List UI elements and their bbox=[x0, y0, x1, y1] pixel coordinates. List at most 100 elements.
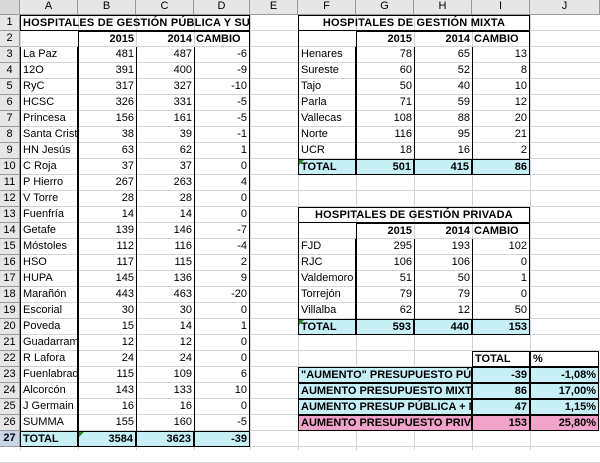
row-header-24[interactable]: 24 bbox=[0, 383, 20, 399]
mixta-hospital-name[interactable]: Henares bbox=[298, 47, 356, 63]
select-all-corner[interactable] bbox=[0, 0, 20, 15]
privada-cambio[interactable]: 102 bbox=[472, 239, 530, 255]
publica-value-2014[interactable]: 160 bbox=[136, 415, 194, 431]
publica-hospital-name[interactable]: P Hierro bbox=[20, 175, 78, 191]
publica-cambio[interactable]: 0 bbox=[194, 207, 250, 223]
mixta-total-2015[interactable]: 501 bbox=[356, 159, 414, 175]
mixta-value-2014[interactable]: 65 bbox=[414, 47, 472, 63]
summary-percent[interactable]: -1,08% bbox=[530, 367, 599, 383]
column-header-a[interactable]: A bbox=[20, 0, 78, 15]
publica-hospital-name[interactable]: HUPA bbox=[20, 271, 78, 287]
publica-cambio[interactable]: 10 bbox=[194, 383, 250, 399]
mixta-hospital-name[interactable]: UCR bbox=[298, 143, 356, 159]
column-header-g[interactable]: G bbox=[356, 0, 414, 15]
privada-value-2014[interactable]: 193 bbox=[414, 239, 472, 255]
row-header-19[interactable]: 19 bbox=[0, 303, 20, 319]
privada-value-2015[interactable]: 79 bbox=[356, 287, 414, 303]
privada-total-2014[interactable]: 440 bbox=[414, 319, 472, 335]
row-header-12[interactable]: 12 bbox=[0, 191, 20, 207]
publica-value-2014[interactable]: 14 bbox=[136, 207, 194, 223]
mixta-hospital-name[interactable]: Sureste bbox=[298, 63, 356, 79]
publica-value-2015[interactable]: 143 bbox=[78, 383, 136, 399]
mixta-cambio[interactable]: 8 bbox=[472, 63, 530, 79]
mixta-value-2014[interactable]: 95 bbox=[414, 127, 472, 143]
row-header-9[interactable]: 9 bbox=[0, 143, 20, 159]
publica-value-2014[interactable]: 116 bbox=[136, 239, 194, 255]
publica-cambio[interactable]: 0 bbox=[194, 303, 250, 319]
mixta-value-2014[interactable]: 52 bbox=[414, 63, 472, 79]
column-header-j[interactable]: J bbox=[530, 0, 600, 15]
publica-value-2015[interactable]: 443 bbox=[78, 287, 136, 303]
publica-value-2015[interactable]: 112 bbox=[78, 239, 136, 255]
mixta-value-2014[interactable]: 88 bbox=[414, 111, 472, 127]
summary-label[interactable]: AUMENTO PRESUP PÚBLICA + MIXTA bbox=[298, 399, 472, 415]
mixta-cambio[interactable]: 20 bbox=[472, 111, 530, 127]
mixta-total-label[interactable]: TOTAL bbox=[298, 159, 356, 175]
publica-hospital-name[interactable]: 12O bbox=[20, 63, 78, 79]
publica-cambio[interactable]: 0 bbox=[194, 159, 250, 175]
publica-value-2014[interactable]: 14 bbox=[136, 319, 194, 335]
publica-value-2015[interactable]: 267 bbox=[78, 175, 136, 191]
publica-value-2015[interactable]: 326 bbox=[78, 95, 136, 111]
publica-cambio[interactable]: 4 bbox=[194, 175, 250, 191]
publica-cambio[interactable]: -7 bbox=[194, 223, 250, 239]
privada-value-2015[interactable]: 295 bbox=[356, 239, 414, 255]
publica-value-2014[interactable]: 24 bbox=[136, 351, 194, 367]
publica-cambio[interactable]: 0 bbox=[194, 335, 250, 351]
publica-value-2014[interactable]: 136 bbox=[136, 271, 194, 287]
summary-percent[interactable]: 25,80% bbox=[530, 415, 599, 431]
publica-value-2015[interactable]: 391 bbox=[78, 63, 136, 79]
publica-hospital-name[interactable]: HSO bbox=[20, 255, 78, 271]
mixta-total-cambio[interactable]: 86 bbox=[472, 159, 530, 175]
row-header-11[interactable]: 11 bbox=[0, 175, 20, 191]
privada-total-label[interactable]: TOTAL bbox=[298, 319, 356, 335]
privada-cambio[interactable]: 50 bbox=[472, 303, 530, 319]
mixta-value-2014[interactable]: 40 bbox=[414, 79, 472, 95]
mixta-total-2014[interactable]: 415 bbox=[414, 159, 472, 175]
row-header-5[interactable]: 5 bbox=[0, 79, 20, 95]
summary-total[interactable]: 47 bbox=[472, 399, 530, 415]
privada-cambio[interactable]: 1 bbox=[472, 271, 530, 287]
publica-hospital-name[interactable]: Getafe bbox=[20, 223, 78, 239]
mixta-value-2014[interactable]: 59 bbox=[414, 95, 472, 111]
column-header-e[interactable]: E bbox=[250, 0, 298, 15]
publica-value-2015[interactable]: 28 bbox=[78, 191, 136, 207]
row-header-10[interactable]: 10 bbox=[0, 159, 20, 175]
publica-value-2014[interactable]: 487 bbox=[136, 47, 194, 63]
row-header-6[interactable]: 6 bbox=[0, 95, 20, 111]
publica-hospital-name[interactable]: J Germain bbox=[20, 399, 78, 415]
publica-cambio[interactable]: -5 bbox=[194, 111, 250, 127]
mixta-value-2015[interactable]: 108 bbox=[356, 111, 414, 127]
publica-value-2015[interactable]: 145 bbox=[78, 271, 136, 287]
row-header-18[interactable]: 18 bbox=[0, 287, 20, 303]
publica-cambio[interactable]: -4 bbox=[194, 239, 250, 255]
publica-cambio[interactable]: 0 bbox=[194, 399, 250, 415]
publica-hospital-name[interactable]: Fuenfría bbox=[20, 207, 78, 223]
row-header-26[interactable]: 26 bbox=[0, 415, 20, 431]
publica-value-2014[interactable]: 28 bbox=[136, 191, 194, 207]
publica-value-2014[interactable]: 327 bbox=[136, 79, 194, 95]
publica-value-2014[interactable]: 400 bbox=[136, 63, 194, 79]
publica-value-2015[interactable]: 139 bbox=[78, 223, 136, 239]
publica-value-2015[interactable]: 155 bbox=[78, 415, 136, 431]
publica-value-2015[interactable]: 115 bbox=[78, 367, 136, 383]
publica-hospital-name[interactable]: Poveda bbox=[20, 319, 78, 335]
summary-label[interactable]: AUMENTO PRESUPUESTO PRIVADA bbox=[298, 415, 472, 431]
row-header-17[interactable]: 17 bbox=[0, 271, 20, 287]
summary-label[interactable]: AUMENTO PRESUPUESTO MIXTA bbox=[298, 383, 472, 399]
privada-hospital-name[interactable]: RJC bbox=[298, 255, 356, 271]
publica-hospital-name[interactable]: C Roja bbox=[20, 159, 78, 175]
row-header-13[interactable]: 13 bbox=[0, 207, 20, 223]
summary-total[interactable]: -39 bbox=[472, 367, 530, 383]
mixta-value-2015[interactable]: 60 bbox=[356, 63, 414, 79]
privada-total-2015[interactable]: 593 bbox=[356, 319, 414, 335]
row-header-27[interactable]: 27 bbox=[0, 431, 20, 447]
publica-cambio[interactable]: -10 bbox=[194, 79, 250, 95]
publica-value-2014[interactable]: 133 bbox=[136, 383, 194, 399]
row-header-15[interactable]: 15 bbox=[0, 239, 20, 255]
publica-hospital-name[interactable]: Móstoles bbox=[20, 239, 78, 255]
publica-hospital-name[interactable]: SUMMA bbox=[20, 415, 78, 431]
mixta-hospital-name[interactable]: Parla bbox=[298, 95, 356, 111]
publica-cambio[interactable]: 0 bbox=[194, 351, 250, 367]
column-header-i[interactable]: I bbox=[472, 0, 530, 15]
